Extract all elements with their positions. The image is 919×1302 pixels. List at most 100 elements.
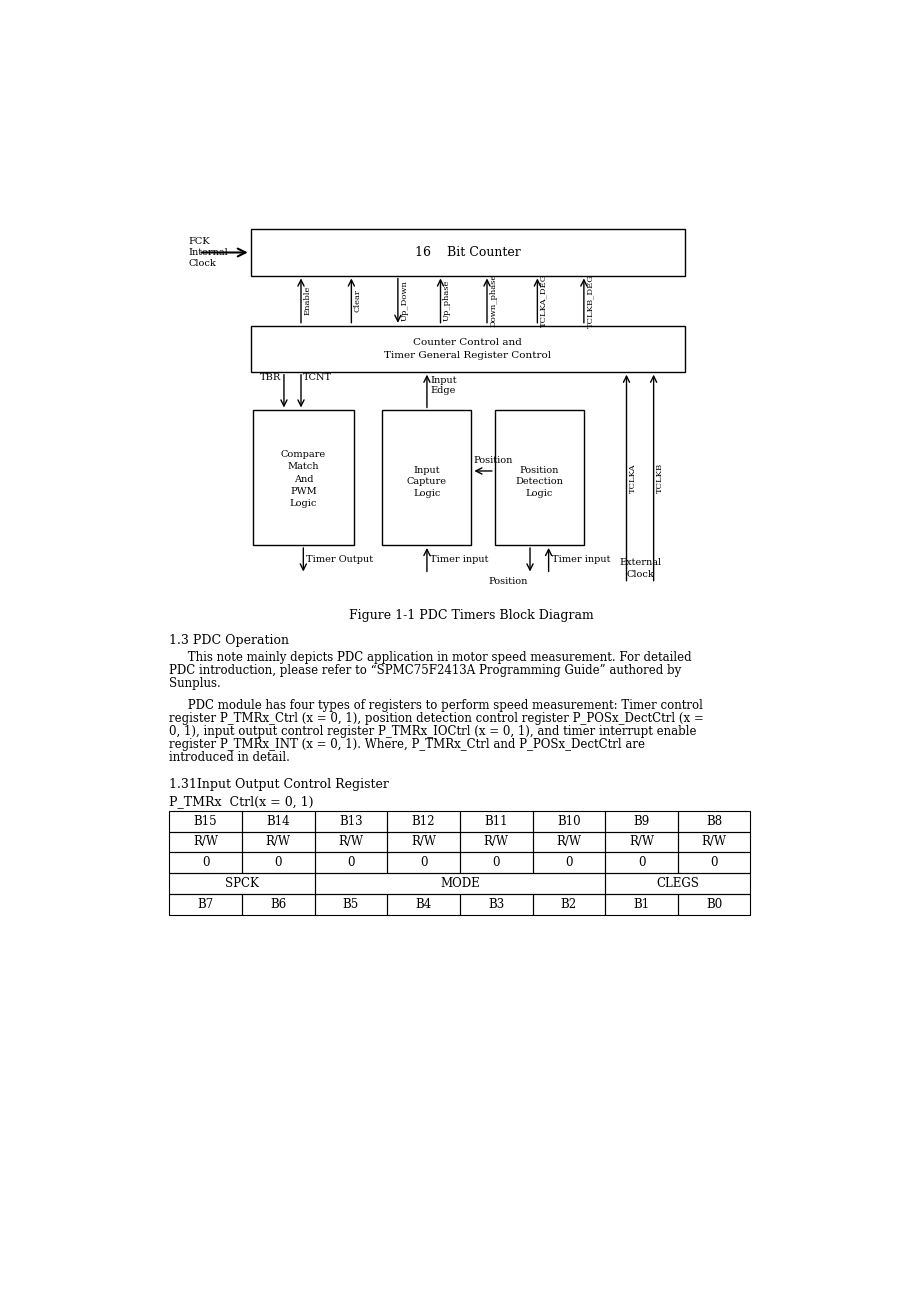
Text: B6: B6 [270, 898, 286, 911]
Text: R/W: R/W [193, 836, 218, 849]
Bar [253, 410, 353, 546]
Bar [605, 894, 677, 915]
Text: This note mainly depicts PDC application in motor speed measurement. For detaile: This note mainly depicts PDC application… [169, 651, 691, 664]
Text: B0: B0 [705, 898, 721, 911]
Text: introduced in detail.: introduced in detail. [169, 751, 289, 764]
Text: Sunplus.: Sunplus. [169, 677, 221, 690]
Text: 0: 0 [346, 857, 354, 870]
Text: PWM: PWM [289, 487, 316, 496]
Text: B4: B4 [415, 898, 431, 911]
Bar [387, 853, 460, 874]
Text: B8: B8 [706, 815, 721, 828]
Bar [382, 410, 471, 546]
Text: P_TMRx  Ctrl(x = 0, 1): P_TMRx Ctrl(x = 0, 1) [169, 796, 313, 809]
Bar [169, 894, 242, 915]
Text: CLEGS: CLEGS [655, 878, 698, 891]
Bar [169, 811, 242, 832]
Bar [677, 894, 750, 915]
Text: 0: 0 [637, 857, 644, 870]
Bar [314, 894, 387, 915]
Text: 1.31Input Output Control Register: 1.31Input Output Control Register [169, 779, 389, 792]
Text: B3: B3 [488, 898, 504, 911]
Text: Timer input: Timer input [429, 555, 488, 564]
Bar [677, 853, 750, 874]
Text: 1.3 PDC Operation: 1.3 PDC Operation [169, 634, 289, 647]
Text: TBR: TBR [259, 374, 280, 383]
Text: Capture: Capture [406, 477, 447, 486]
Bar [242, 832, 314, 853]
Text: Edge: Edge [429, 387, 455, 396]
Bar [387, 811, 460, 832]
Bar [605, 811, 677, 832]
Text: MODE: MODE [439, 878, 479, 891]
Bar [314, 874, 605, 894]
Text: B15: B15 [194, 815, 217, 828]
Text: B10: B10 [556, 815, 580, 828]
Text: Timer General Register Control: Timer General Register Control [383, 352, 550, 361]
Bar [242, 811, 314, 832]
Text: Input: Input [429, 376, 456, 384]
Text: PDC introduction, please refer to “SPMC75F2413A Programming Guide” authored by: PDC introduction, please refer to “SPMC7… [169, 664, 681, 677]
Text: register P_TMRx_Ctrl (x = 0, 1), position detection control register P_POSx_Dect: register P_TMRx_Ctrl (x = 0, 1), positio… [169, 712, 703, 725]
Text: TCLKA_DEG: TCLKA_DEG [539, 273, 547, 327]
Bar [242, 894, 314, 915]
Bar [494, 410, 584, 546]
Text: B2: B2 [561, 898, 576, 911]
Text: Internal: Internal [188, 247, 228, 256]
Bar [532, 832, 605, 853]
Text: B5: B5 [343, 898, 358, 911]
Text: 0: 0 [492, 857, 499, 870]
Bar [314, 853, 387, 874]
Text: Position: Position [472, 456, 512, 465]
Text: External: External [618, 557, 661, 566]
Text: B13: B13 [339, 815, 362, 828]
Text: B12: B12 [412, 815, 435, 828]
Bar [460, 894, 532, 915]
Text: SPCK: SPCK [225, 878, 258, 891]
Text: PDC module has four types of registers to perform speed measurement: Timer contr: PDC module has four types of registers t… [169, 699, 702, 712]
Bar [605, 832, 677, 853]
Bar [387, 832, 460, 853]
Text: Input: Input [414, 466, 440, 474]
Bar [314, 811, 387, 832]
Bar [460, 853, 532, 874]
Text: 0: 0 [274, 857, 282, 870]
Bar [250, 326, 684, 372]
Bar [460, 832, 532, 853]
Text: Figure 1-1 PDC Timers Block Diagram: Figure 1-1 PDC Timers Block Diagram [348, 609, 594, 622]
Text: R/W: R/W [338, 836, 363, 849]
Text: Logic: Logic [525, 488, 552, 497]
Bar [677, 832, 750, 853]
Text: FCK: FCK [188, 237, 210, 246]
Text: And: And [293, 475, 312, 484]
Bar [677, 811, 750, 832]
Text: B14: B14 [267, 815, 289, 828]
Text: Up_phase: Up_phase [442, 280, 450, 322]
Bar [242, 853, 314, 874]
Text: 0, 1), input output control register P_TMRx_IOCtrl (x = 0, 1), and timer interru: 0, 1), input output control register P_T… [169, 725, 696, 738]
Text: Position: Position [488, 577, 528, 586]
Text: Match: Match [288, 462, 319, 471]
Text: Logic: Logic [413, 488, 440, 497]
Bar [532, 894, 605, 915]
Bar [387, 894, 460, 915]
Text: Compare: Compare [280, 450, 325, 460]
Text: B9: B9 [632, 815, 649, 828]
Bar [532, 811, 605, 832]
Bar [169, 832, 242, 853]
Text: Up_Down: Up_Down [400, 280, 408, 322]
Text: R/W: R/W [629, 836, 653, 849]
Text: Counter Control and: Counter Control and [413, 339, 521, 348]
Text: 0: 0 [419, 857, 426, 870]
Text: R/W: R/W [411, 836, 436, 849]
Bar [605, 874, 750, 894]
Text: Clear: Clear [353, 289, 361, 312]
Text: Timer Output: Timer Output [306, 555, 373, 564]
Text: R/W: R/W [483, 836, 508, 849]
Text: Enable: Enable [303, 286, 311, 315]
Text: B11: B11 [484, 815, 507, 828]
Bar [532, 853, 605, 874]
Text: 16    Bit Counter: 16 Bit Counter [414, 246, 520, 259]
Text: register P_TMRx_INT (x = 0, 1). Where, P_TMRx_Ctrl and P_POSx_DectCtrl are: register P_TMRx_INT (x = 0, 1). Where, P… [169, 738, 644, 751]
Text: TCLKB: TCLKB [655, 462, 664, 492]
